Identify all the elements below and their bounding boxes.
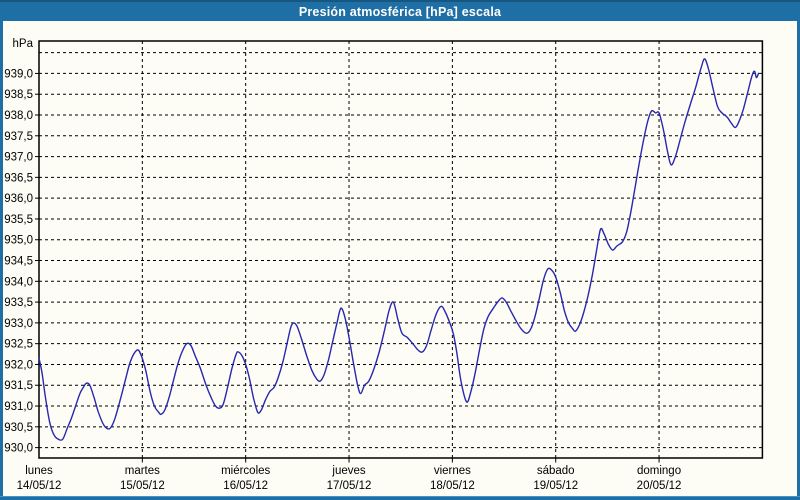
x-axis-day-name: sábado: [537, 465, 575, 477]
window-frame-bottom: [0, 496, 800, 500]
x-axis-day-date: 19/05/12: [533, 480, 578, 492]
y-axis-label: 932,0: [4, 359, 33, 371]
y-axis-label: 931,5: [4, 380, 33, 392]
y-axis-label: 934,5: [4, 256, 33, 268]
x-axis-day-name: domingo: [637, 465, 681, 477]
x-axis-day-date: 14/05/12: [17, 480, 62, 492]
y-axis-label: 935,5: [4, 214, 33, 226]
y-axis-label: 933,0: [4, 318, 33, 330]
x-axis-day-date: 18/05/12: [430, 480, 475, 492]
window-frame-left: [0, 21, 3, 500]
y-axis-label: 938,0: [4, 110, 33, 122]
x-axis-day-name: miércoles: [221, 465, 270, 477]
x-axis-day-name: jueves: [331, 465, 365, 477]
x-axis-day-name: lunes: [25, 465, 53, 477]
y-axis-label: 930,5: [4, 422, 33, 434]
x-axis-day-name: viernes: [434, 465, 471, 477]
window-titlebar: Presión atmosférica [hPa] escala: [0, 0, 800, 21]
y-axis-label: 931,0: [4, 401, 33, 413]
x-axis-day-date: 16/05/12: [223, 480, 268, 492]
y-axis-label: 933,5: [4, 297, 33, 309]
x-axis-day-date: 15/05/12: [120, 480, 165, 492]
y-axis-label: 936,5: [4, 172, 33, 184]
y-axis-label: 934,0: [4, 276, 33, 288]
y-axis-label: 932,5: [4, 339, 33, 351]
y-axis-label: 936,0: [4, 193, 33, 205]
window-frame-right: [797, 21, 800, 500]
x-axis-day-name: martes: [125, 465, 160, 477]
y-axis-label: 939,0: [4, 68, 33, 80]
window-title: Presión atmosférica [hPa] escala: [298, 4, 502, 19]
y-axis-label: 930,0: [4, 443, 33, 455]
x-axis-day-date: 17/05/12: [327, 480, 372, 492]
x-axis-day-date: 20/05/12: [637, 480, 682, 492]
y-axis-label: 937,5: [4, 131, 33, 143]
y-axis-label: 937,0: [4, 152, 33, 164]
plot-border: [38, 40, 764, 459]
y-axis-unit-label: hPa: [13, 38, 34, 50]
y-axis-label: 935,0: [4, 235, 33, 247]
pressure-series-line: [38, 58, 760, 441]
y-axis-label: 938,5: [4, 89, 33, 101]
